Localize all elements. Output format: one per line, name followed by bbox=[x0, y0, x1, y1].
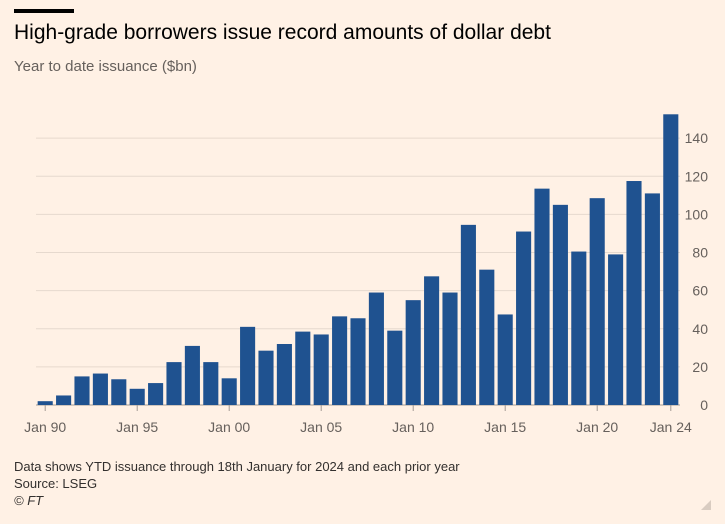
bar bbox=[424, 276, 440, 405]
bar bbox=[516, 231, 532, 405]
bar bbox=[240, 326, 256, 405]
bar bbox=[608, 254, 624, 405]
y-tick-label: 60 bbox=[692, 283, 708, 299]
bar bbox=[589, 198, 605, 405]
y-tick-label: 120 bbox=[685, 168, 709, 184]
bar bbox=[442, 292, 458, 405]
y-tick-label: 80 bbox=[692, 245, 708, 261]
bar bbox=[184, 345, 200, 405]
bar bbox=[221, 378, 237, 405]
bar bbox=[497, 314, 513, 405]
chart-subtitle: Year to date issuance ($bn) bbox=[14, 58, 197, 75]
bar bbox=[479, 269, 495, 405]
bar bbox=[626, 181, 642, 405]
bar bbox=[552, 204, 568, 405]
bar bbox=[166, 362, 182, 405]
bar bbox=[332, 316, 348, 405]
bar bbox=[129, 388, 145, 405]
resize-handle-icon bbox=[701, 500, 711, 510]
bar bbox=[663, 114, 679, 405]
bar bbox=[37, 401, 53, 405]
x-tick-label: Jan 15 bbox=[484, 419, 526, 435]
y-tick-label: 140 bbox=[685, 130, 709, 146]
y-tick-label: 40 bbox=[692, 321, 708, 337]
bar bbox=[203, 362, 219, 405]
bar bbox=[350, 318, 366, 405]
x-tick-label: Jan 05 bbox=[300, 419, 342, 435]
bar bbox=[644, 193, 660, 405]
bar bbox=[405, 300, 421, 405]
chart-footer: Data shows YTD issuance through 18th Jan… bbox=[14, 458, 460, 509]
x-tick-label: Jan 90 bbox=[24, 419, 66, 435]
y-tick-label: 20 bbox=[692, 359, 708, 375]
bar bbox=[74, 376, 90, 405]
y-tick-label: 100 bbox=[685, 206, 709, 222]
bar bbox=[276, 344, 292, 405]
source-note: Source: LSEG bbox=[14, 476, 98, 491]
bar bbox=[313, 334, 329, 405]
bar bbox=[368, 292, 384, 405]
bar bbox=[148, 383, 164, 405]
x-tick-label: Jan 20 bbox=[576, 419, 618, 435]
x-tick-label: Jan 00 bbox=[208, 419, 250, 435]
x-tick-label: Jan 10 bbox=[392, 419, 434, 435]
bar bbox=[387, 330, 403, 405]
bar bbox=[460, 224, 476, 405]
y-tick-label: 0 bbox=[700, 397, 708, 413]
bar bbox=[92, 373, 108, 405]
chart-title: High-grade borrowers issue record amount… bbox=[14, 21, 551, 44]
bar bbox=[571, 251, 587, 405]
bar bbox=[534, 188, 550, 405]
bar bbox=[295, 331, 311, 405]
bar bbox=[111, 379, 127, 405]
bar bbox=[56, 395, 72, 405]
data-note: Data shows YTD issuance through 18th Jan… bbox=[14, 459, 460, 474]
bar bbox=[258, 350, 274, 405]
copyright: © FT bbox=[14, 493, 44, 508]
title-accent-rule bbox=[14, 9, 74, 13]
x-tick-label: Jan 24 bbox=[650, 419, 692, 435]
x-tick-label: Jan 95 bbox=[116, 419, 158, 435]
